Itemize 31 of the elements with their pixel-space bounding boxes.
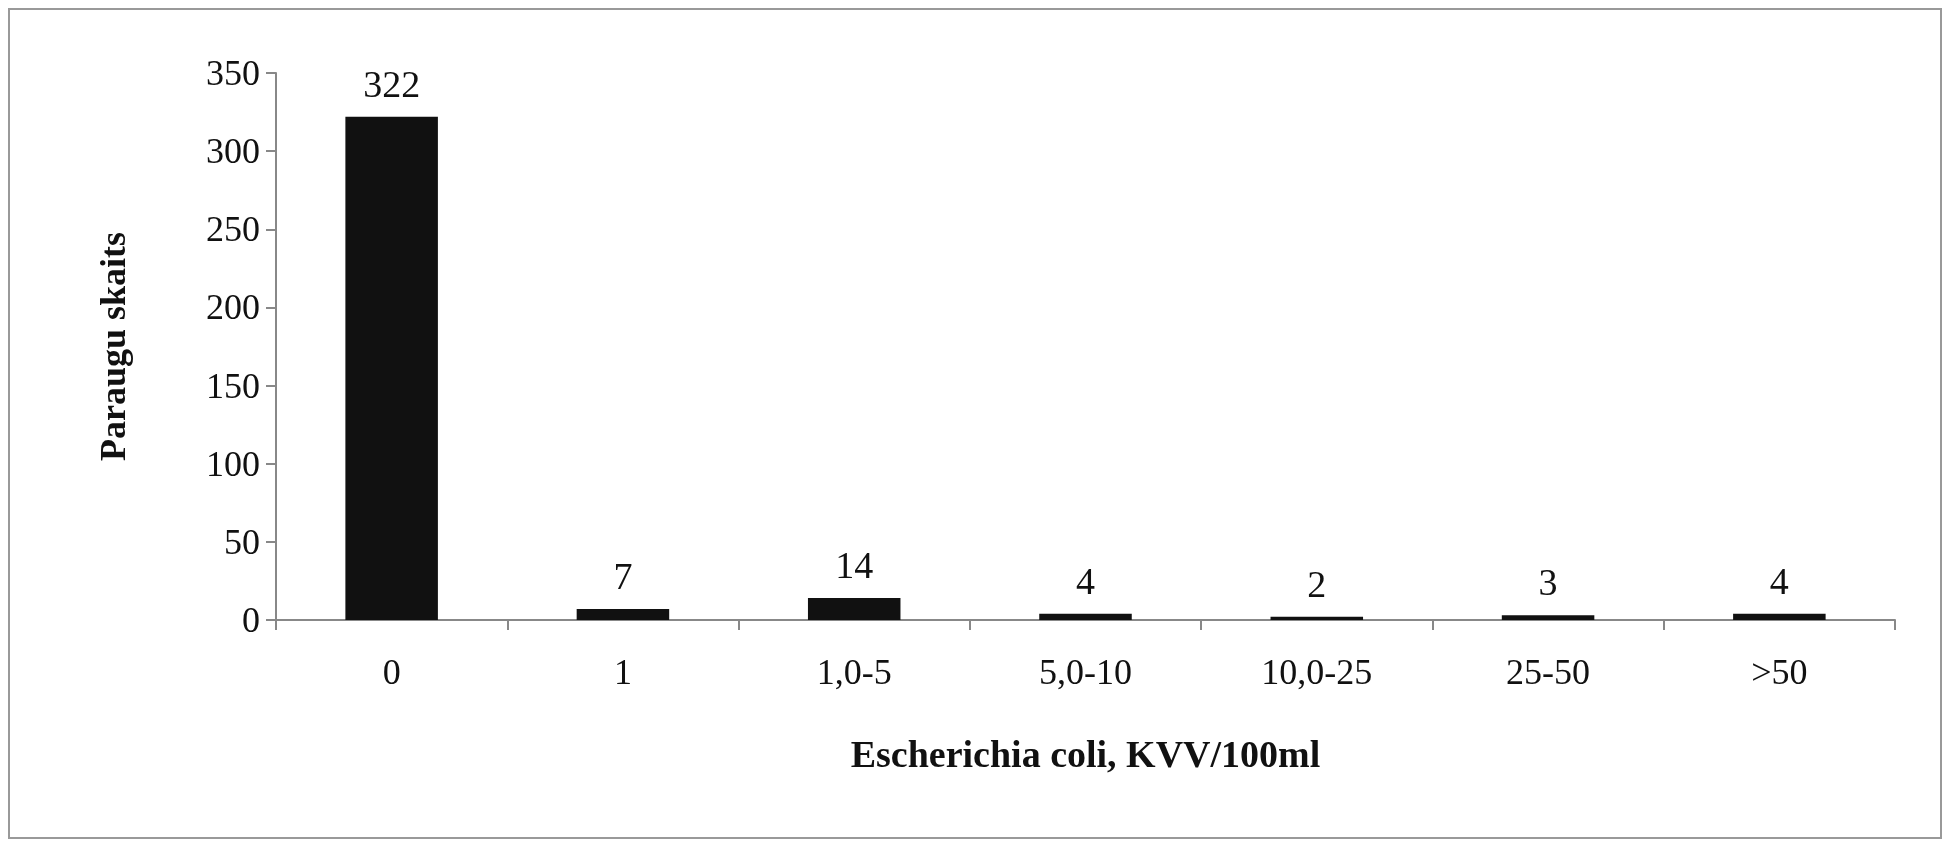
data-label: 3 bbox=[1538, 561, 1558, 604]
bar bbox=[576, 609, 670, 620]
bar bbox=[1501, 615, 1595, 620]
bar bbox=[807, 598, 901, 620]
data-label: 322 bbox=[363, 62, 421, 105]
x-tick-label: 5,0-10 bbox=[1039, 652, 1132, 692]
y-tick-label: 200 bbox=[206, 287, 260, 328]
data-label: 4 bbox=[1076, 559, 1095, 602]
y-tick-label: 350 bbox=[206, 53, 260, 93]
y-tick-label: 250 bbox=[206, 209, 260, 250]
x-tick-label: >50 bbox=[1751, 652, 1808, 692]
bar bbox=[345, 116, 438, 620]
x-tick-label: 1 bbox=[613, 652, 632, 692]
y-axis-title: Paraugu skaits bbox=[93, 231, 133, 462]
x-tick-label: 0 bbox=[382, 652, 401, 692]
x-tick-label: 1,0-5 bbox=[816, 652, 892, 692]
data-label: 7 bbox=[613, 555, 633, 598]
y-tick-label: 50 bbox=[224, 521, 260, 562]
y-tick-label: 150 bbox=[206, 365, 260, 406]
bar bbox=[1270, 616, 1364, 620]
data-label: 4 bbox=[1769, 559, 1789, 602]
x-tick-label: 25-50 bbox=[1506, 652, 1591, 692]
y-tick-label: 0 bbox=[242, 600, 260, 640]
bar bbox=[1039, 613, 1132, 620]
data-label: 14 bbox=[835, 544, 874, 587]
x-axis-title: Escherichia coli, KVV/100ml bbox=[850, 733, 1321, 775]
y-tick-label: 100 bbox=[206, 443, 260, 484]
y-tick-label: 300 bbox=[206, 131, 260, 172]
data-label: 2 bbox=[1307, 562, 1327, 605]
bar bbox=[1733, 613, 1826, 620]
x-tick-label: 10,0-25 bbox=[1261, 652, 1373, 692]
